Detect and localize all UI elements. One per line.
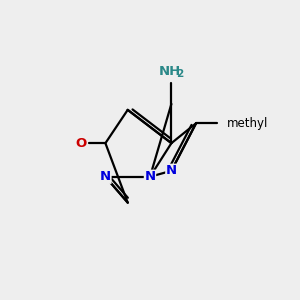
- Text: NH: NH: [159, 65, 181, 78]
- Text: N: N: [166, 164, 177, 177]
- Text: 2: 2: [176, 69, 183, 79]
- Text: N: N: [100, 170, 111, 183]
- Text: methyl: methyl: [226, 117, 268, 130]
- Text: N: N: [144, 170, 156, 183]
- Text: O: O: [76, 137, 87, 150]
